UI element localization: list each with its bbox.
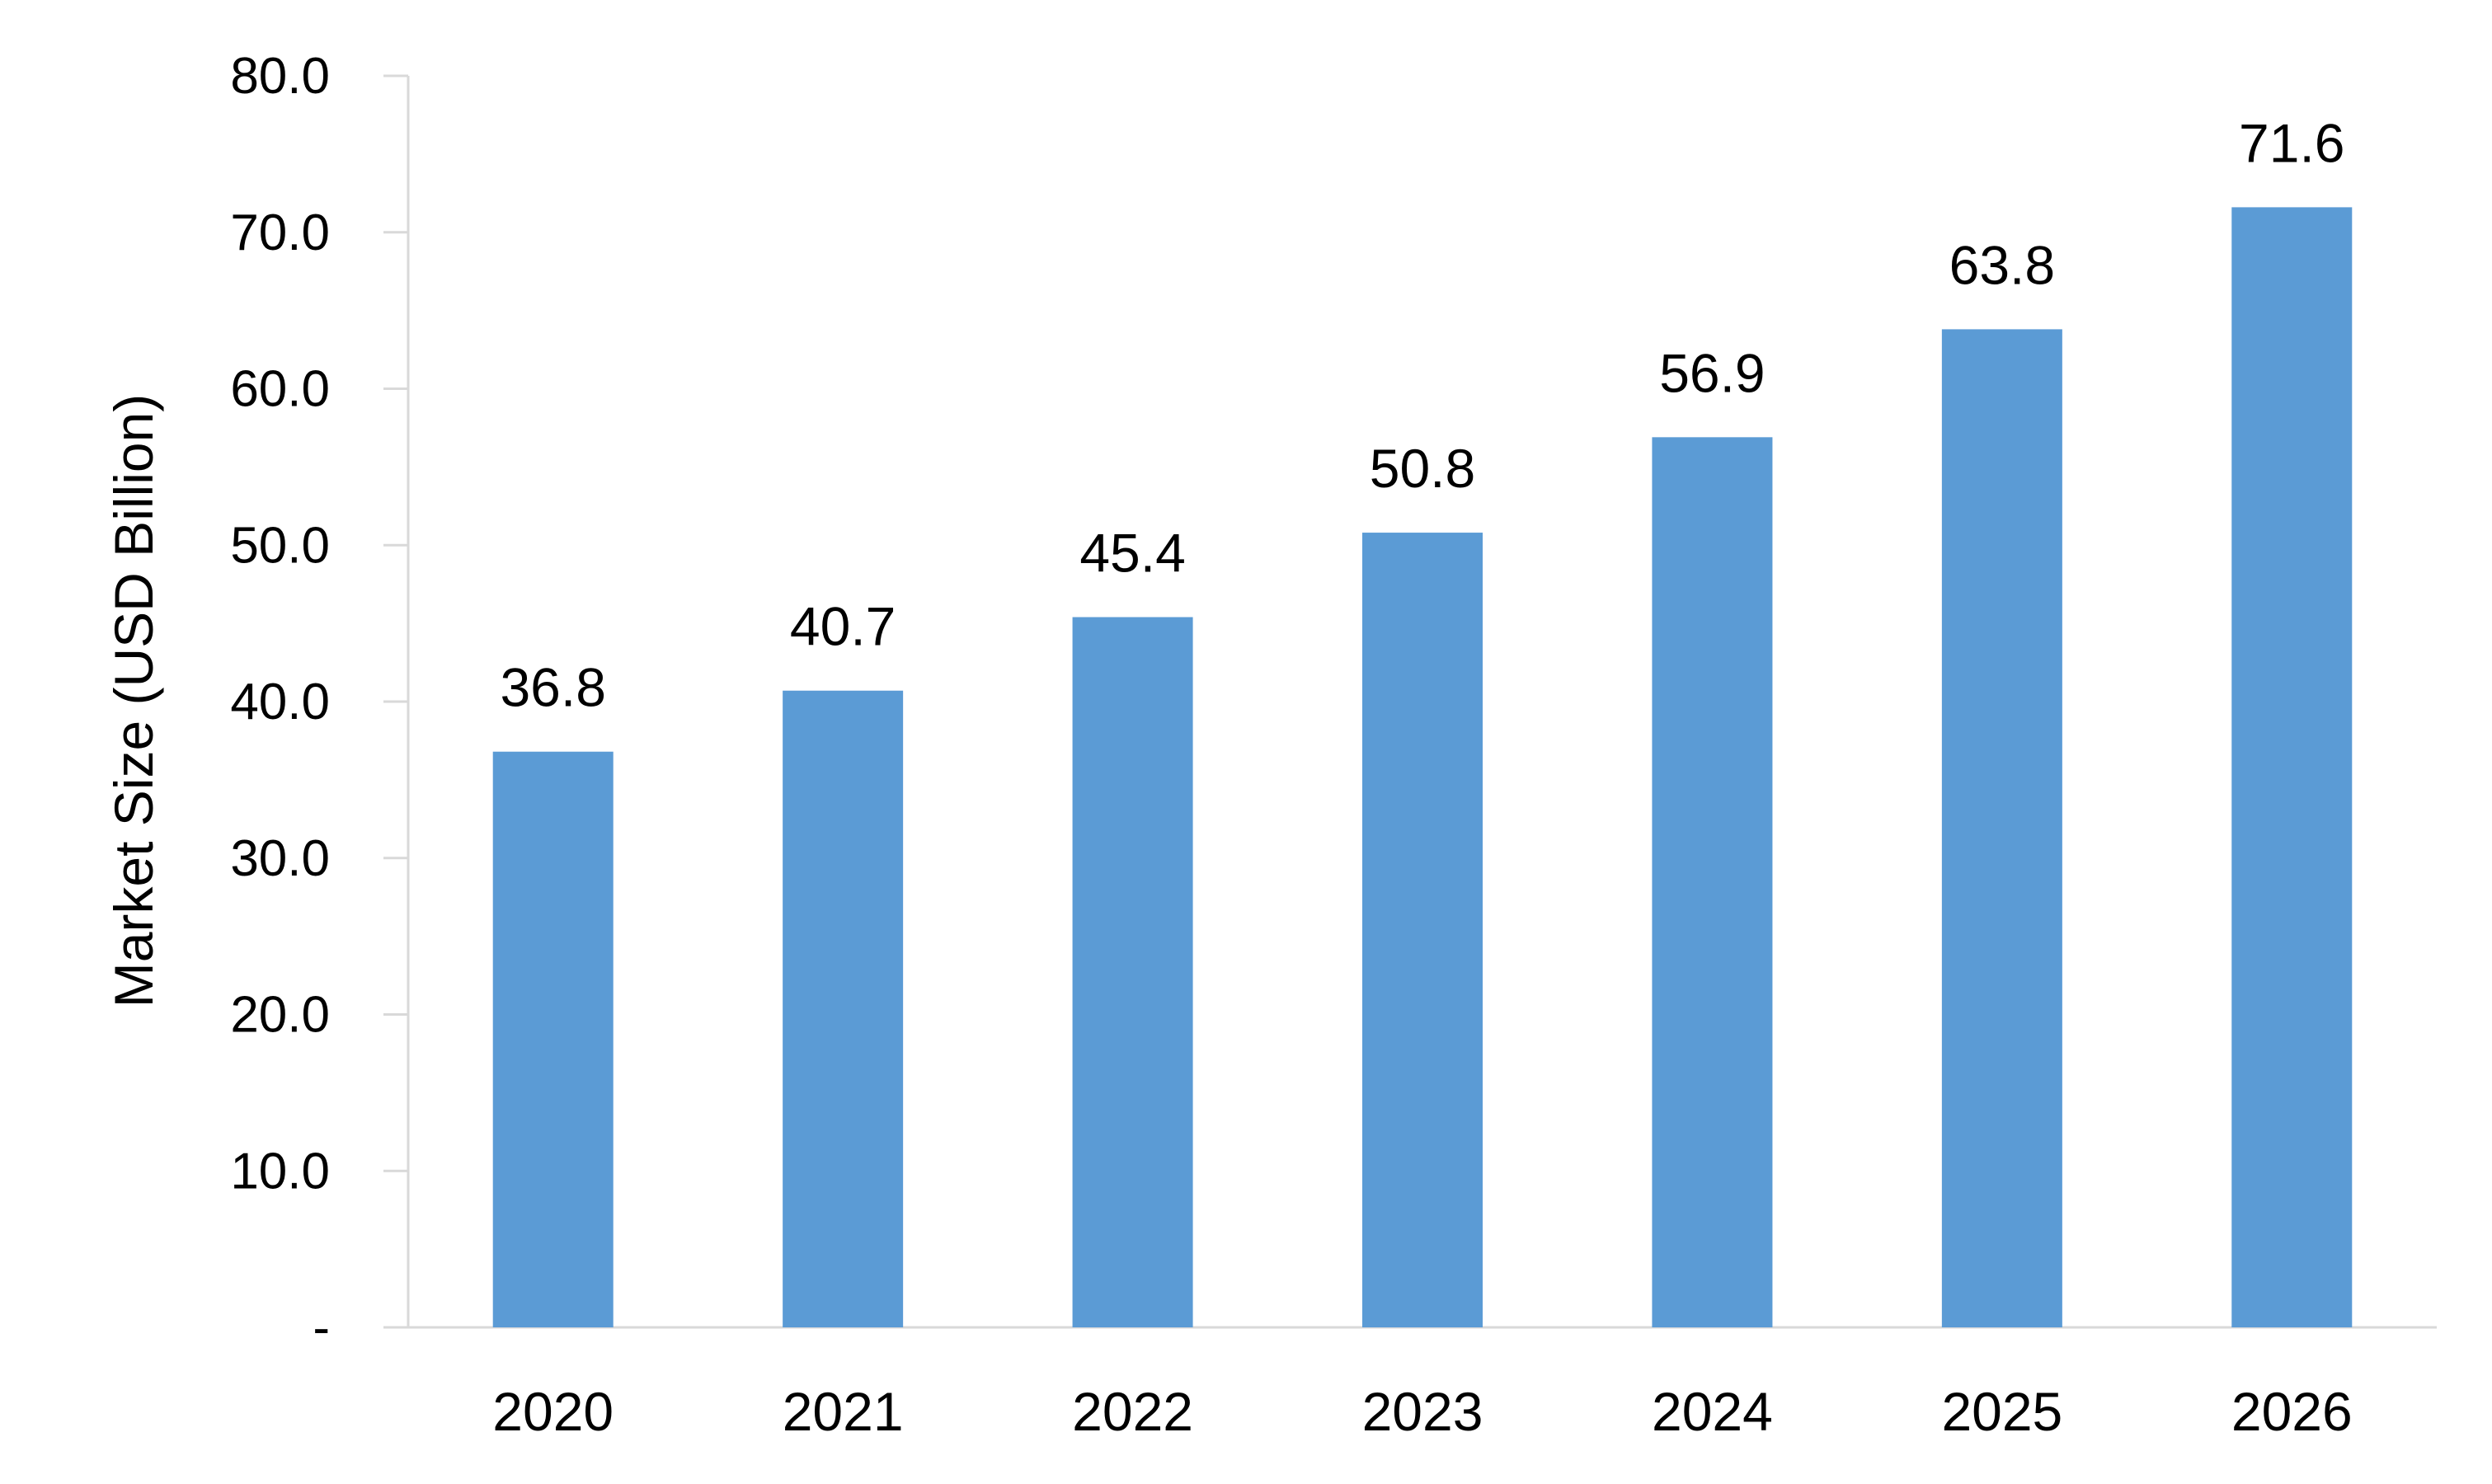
- data-label-2022: 45.4: [1079, 523, 1185, 584]
- y-tick-label: 80.0: [230, 48, 330, 105]
- y-tick-label: 60.0: [230, 361, 330, 418]
- bar-2023: [1362, 533, 1483, 1327]
- bar-2026: [2231, 207, 2353, 1327]
- x-tick-label-2024: 2024: [1652, 1381, 1773, 1442]
- data-label-2020: 36.8: [500, 657, 605, 718]
- y-tick-label: -: [313, 1299, 330, 1356]
- bar-2021: [783, 690, 904, 1327]
- y-axis: - 10.0 20.0 30.0 40.0 50.0 60.0 70.0 80.0: [230, 48, 410, 1356]
- data-label-2023: 50.8: [1370, 438, 1475, 499]
- data-label-2025: 63.8: [1949, 234, 2055, 295]
- x-tick-label-2025: 2025: [1941, 1381, 2062, 1442]
- data-label-2024: 56.9: [1659, 342, 1765, 403]
- x-tick-label-2026: 2026: [2231, 1381, 2353, 1442]
- x-tick-label-2023: 2023: [1362, 1381, 1483, 1442]
- y-axis-title: Market Size (USD Billion): [103, 394, 164, 1008]
- bar-2024: [1652, 437, 1773, 1327]
- bars: [492, 207, 2353, 1327]
- bar-2022: [1072, 617, 1193, 1327]
- y-tick-label: 20.0: [230, 987, 330, 1044]
- data-labels: 36.8 40.7 45.4 50.8 56.9 63.8 71.6: [500, 112, 2344, 717]
- y-tick-label: 50.0: [230, 517, 330, 574]
- x-tick-label-2020: 2020: [492, 1381, 614, 1442]
- x-tick-label-2021: 2021: [783, 1381, 904, 1442]
- data-label-2021: 40.7: [790, 596, 896, 657]
- y-tick-label: 70.0: [230, 204, 330, 261]
- bar-2020: [492, 751, 614, 1327]
- y-tick-label: 40.0: [230, 674, 330, 730]
- y-tick-label: 10.0: [230, 1143, 330, 1200]
- x-axis: 2020 2021 2022 2023 2024 2025 2026: [383, 1326, 2437, 1442]
- x-tick-label-2022: 2022: [1072, 1381, 1193, 1442]
- data-label-2026: 71.6: [2239, 112, 2344, 173]
- bar-2025: [1941, 329, 2062, 1327]
- y-tick-label: 30.0: [230, 830, 330, 887]
